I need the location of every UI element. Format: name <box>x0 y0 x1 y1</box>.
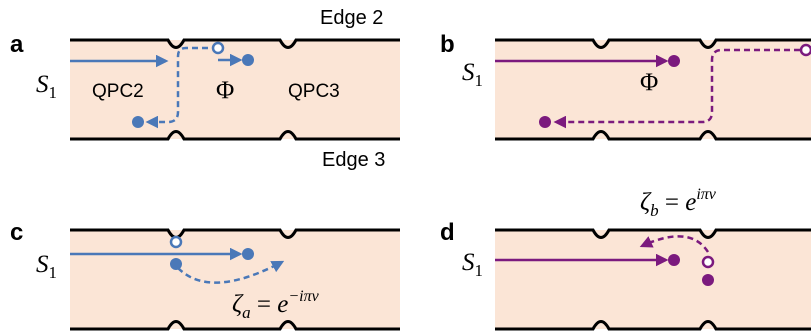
zeta-a-equation: ζa = e−iπν <box>232 288 320 322</box>
source-label-b: S1 <box>462 59 483 90</box>
source-label-c: S1 <box>36 251 57 282</box>
edge3-label: Edge 3 <box>322 149 385 171</box>
top-edge-a <box>70 38 400 49</box>
hole-marker-a <box>211 41 225 55</box>
channel-d <box>495 230 811 329</box>
hole-marker-b <box>799 43 811 57</box>
top-edge-d <box>495 228 811 239</box>
source-label-d: S1 <box>462 249 483 280</box>
phi-label-b: Φ <box>640 69 658 96</box>
bottom-edge-c <box>70 320 400 331</box>
phi-label-a: Φ <box>216 77 234 104</box>
exchange-path-d <box>639 235 710 253</box>
qpc3-label: QPC3 <box>288 81 340 102</box>
bottom-edge-b <box>495 130 811 141</box>
panel-letter-b: b <box>440 31 455 58</box>
panel-a: a Edge 2 S1 QPC2 QPC3 Φ <box>10 7 400 141</box>
bottom-edge-a <box>70 130 400 141</box>
qpc2-label: QPC2 <box>92 81 144 102</box>
hole-marker-d <box>701 255 715 269</box>
hole-marker-c <box>169 235 183 249</box>
panel-letter-d: d <box>440 219 455 246</box>
exchange-path-c <box>177 260 285 284</box>
particle-marker-b <box>668 55 680 67</box>
transmitted-path-b <box>553 48 800 129</box>
transmitted-particle-c <box>242 248 254 260</box>
panel-b: b S1 Φ <box>440 31 811 141</box>
bottom-edge-d <box>495 320 811 331</box>
reflected-particle-a <box>132 116 144 128</box>
top-edge-c <box>70 228 400 239</box>
particle-marker-a <box>242 54 254 66</box>
reflected-path-a <box>145 46 208 129</box>
panel-letter-a: a <box>10 31 24 58</box>
top-edge-b <box>495 38 811 49</box>
particle-marker-c <box>170 258 182 270</box>
panel-d: d S1 ζb = eiπν <box>440 186 811 331</box>
panel-letter-c: c <box>10 219 23 246</box>
reflected-particle-b <box>539 116 551 128</box>
panel-c: c S1 ζa = e−iπν <box>10 219 400 331</box>
source-label-a: S1 <box>36 71 57 102</box>
particle-marker-d <box>668 254 680 266</box>
zeta-b-equation: ζb = eiπν <box>640 186 717 220</box>
edge2-label: Edge 2 <box>320 7 383 29</box>
transmitted-particle-d <box>702 274 714 286</box>
